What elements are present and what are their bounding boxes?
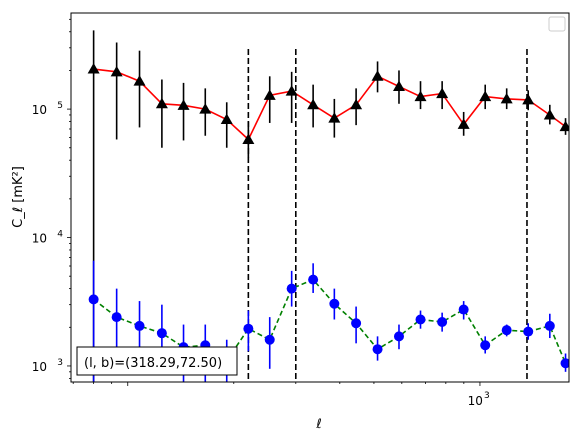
circle-series-point <box>415 314 426 325</box>
plot-frame <box>70 12 570 383</box>
y-tick-label-exponent: 5 <box>57 101 63 111</box>
circle-series-point <box>560 358 569 369</box>
circle-series-point <box>264 334 275 345</box>
triangle-series-point <box>559 120 569 132</box>
triangle-series-point <box>522 93 535 105</box>
triangle-series-point <box>479 90 492 102</box>
legend-box <box>548 16 566 32</box>
circle-series-point <box>480 340 491 351</box>
plot-content <box>87 30 569 382</box>
ticks-layer: 10 310 410 510 3 <box>32 18 490 408</box>
triangle-series-point <box>307 98 320 110</box>
triangle-series-point <box>110 65 123 77</box>
y-axis-label: C_ℓ [mK²] <box>11 166 26 228</box>
triangle-series-point <box>350 98 363 110</box>
x-tick-label-exponent: 3 <box>484 391 490 401</box>
y-tick-label: 10 <box>32 232 47 246</box>
triangle-series-point <box>242 133 255 144</box>
annotation-text: (l, b)=(318.29,72.50) <box>84 356 222 371</box>
triangle-series-point <box>133 75 146 86</box>
circle-series-point <box>329 298 340 309</box>
triangle-series-point <box>392 80 405 91</box>
x-tick-label: 10 <box>468 394 483 408</box>
triangle-series-point <box>328 112 341 123</box>
circle-series-point <box>134 320 145 331</box>
triangle-series-point <box>457 118 470 129</box>
triangle-series-point <box>220 113 233 124</box>
triangle-series-point <box>155 97 168 109</box>
x-axis-label: ℓ <box>315 417 321 432</box>
y-tick-label: 10 <box>32 360 47 374</box>
plot-layer <box>87 30 569 382</box>
circle-series-point <box>501 325 512 336</box>
y-tick-label-exponent: 3 <box>57 358 63 368</box>
triangle-series-point <box>199 103 212 114</box>
annotation-box: (l, b)=(318.29,72.50) <box>76 346 238 376</box>
triangle-series-point <box>263 89 276 100</box>
triangle-series-point <box>543 108 556 120</box>
triangle-series-point <box>436 87 449 99</box>
y-tick-label: 10 <box>32 103 47 117</box>
circle-series-point <box>393 331 404 342</box>
triangle-series-point <box>500 92 513 104</box>
triangle-series-point <box>371 70 384 81</box>
triangle-series-point <box>414 90 427 102</box>
triangle-series-point <box>177 99 190 110</box>
circle-series-point <box>286 283 297 294</box>
circle-series-point <box>458 304 469 315</box>
circle-series-point <box>523 326 534 337</box>
circle-series-point <box>372 344 383 355</box>
y-tick-label-exponent: 4 <box>57 230 63 240</box>
triangle-series-point <box>87 63 100 74</box>
circle-series-point <box>156 328 167 339</box>
triangle-series-point <box>285 85 298 96</box>
circle-series-point <box>308 274 319 285</box>
circle-series-point <box>351 318 362 329</box>
circle-series-point <box>243 323 254 334</box>
circle-series-point <box>544 320 555 331</box>
circle-series-point <box>437 316 448 327</box>
circle-series-point <box>88 294 99 305</box>
circle-series-point <box>111 312 122 323</box>
